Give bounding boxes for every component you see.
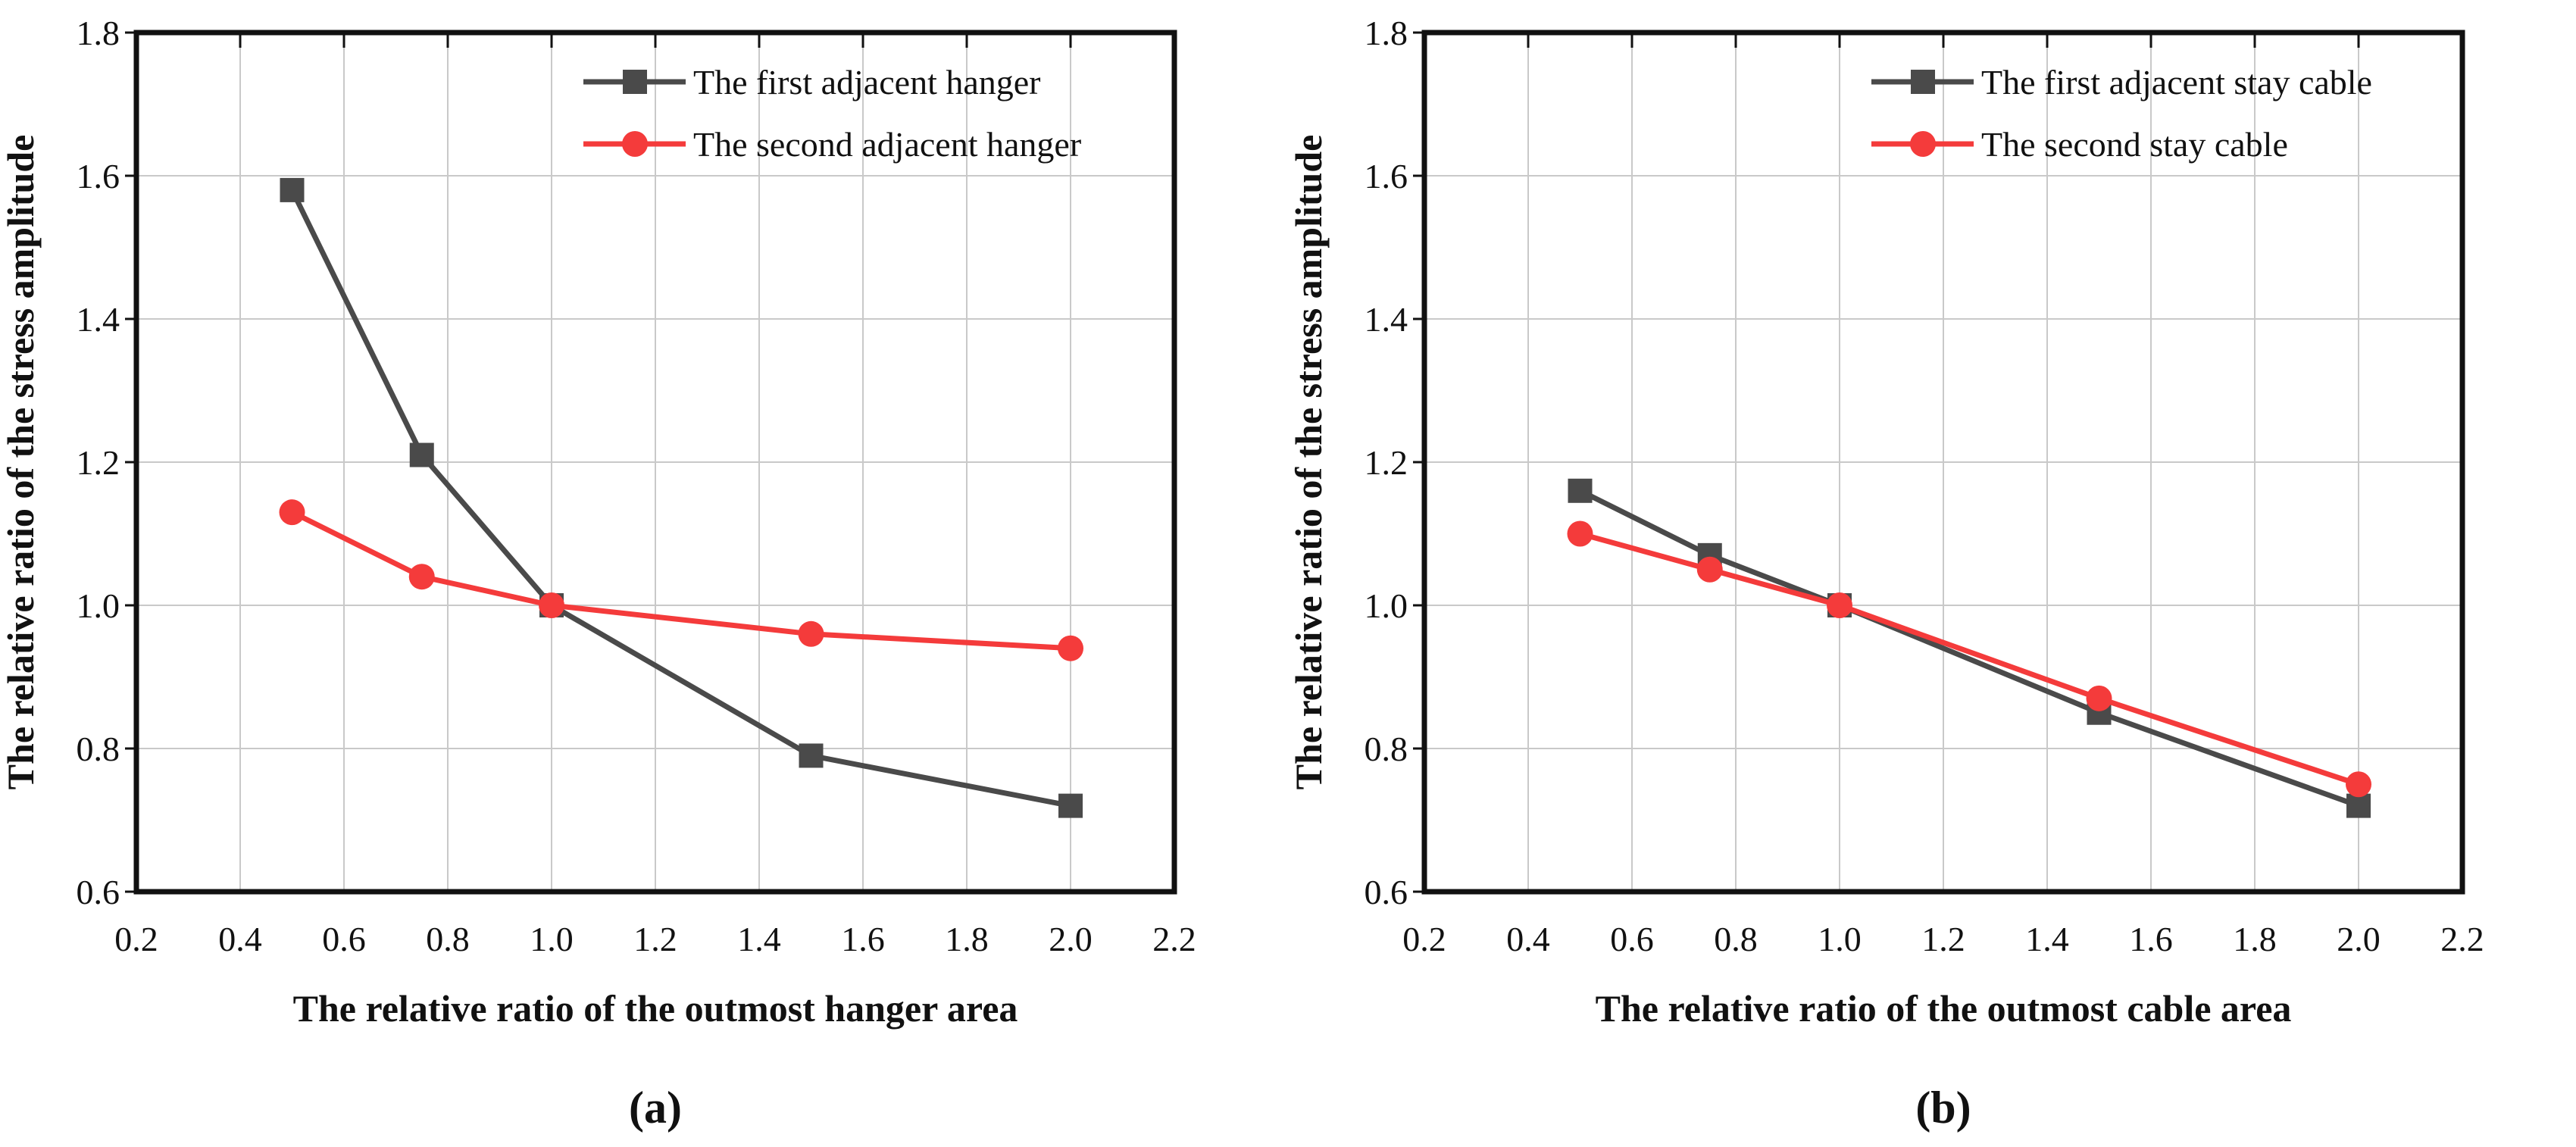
circle-marker (1910, 131, 1936, 157)
circle-marker (408, 564, 435, 590)
circle-marker (1696, 556, 1723, 583)
legend: The first adjacent hanger The second adja… (583, 63, 1081, 164)
x-tick-label: 0.6 (322, 920, 366, 958)
x-tick-label: 1.2 (1921, 920, 1965, 958)
tick-labels: 0.2 0.4 0.6 0.8 1.0 1.2 1.4 1.6 1.8 2.0 2.2 0.6 0.8 1… (1365, 14, 2484, 958)
square-marker (623, 70, 647, 94)
series-second (279, 499, 1083, 661)
square-marker (280, 177, 305, 202)
y-axis-title: The relative ratio of the stress amplitu… (0, 135, 42, 790)
circle-marker (622, 131, 648, 157)
legend-label: The first adjacent stay cable (1981, 63, 2372, 102)
x-tick-label: 0.6 (1610, 920, 1654, 958)
x-tick-label: 1.4 (2025, 920, 2069, 958)
y-tick-label: 1.2 (1365, 443, 1408, 482)
x-tick-label: 1.6 (2129, 920, 2173, 958)
x-tick-label: 0.8 (1714, 920, 1758, 958)
circle-marker (2346, 771, 2371, 798)
series-line (1578, 488, 2360, 808)
x-tick-label: 2.0 (1049, 920, 1093, 958)
y-tick-label: 1.6 (1365, 157, 1408, 195)
x-tick-label: 1.4 (737, 920, 781, 958)
gridlines (136, 33, 1174, 892)
tick-labels: 0.2 0.4 0.6 0.8 1.0 1.2 1.4 1.6 1.8 2.0 2.2 0.6 0.8 1… (77, 14, 1196, 958)
axis-ticks (1413, 31, 2360, 893)
y-tick-label: 1.6 (77, 157, 120, 195)
y-axis-title: The relative ratio of the stress amplitu… (1288, 135, 1330, 790)
series-line (289, 189, 1071, 809)
x-tick-label: 0.4 (1506, 920, 1550, 958)
y-tick-label: 0.6 (77, 873, 120, 911)
y-tick-label: 0.8 (1365, 730, 1408, 768)
y-tick-label: 1.4 (77, 300, 120, 339)
x-tick-label: 0.8 (426, 920, 470, 958)
panel-caption: (b) (1915, 1083, 1971, 1133)
x-tick-label: 0.2 (1402, 920, 1446, 958)
x-tick-label: 1.0 (530, 920, 574, 958)
circle-marker (2086, 685, 2112, 711)
axis-ticks (125, 31, 1072, 893)
legend-entry: The first adjacent hanger (583, 63, 1041, 102)
y-tick-label: 0.8 (77, 730, 120, 768)
chart-a-canvas: 0.2 0.4 0.6 0.8 1.0 1.2 1.4 1.6 1.8 2.0 2.2 0.6 0.8 1… (0, 14, 1196, 1133)
circle-marker (798, 620, 824, 647)
square-marker (409, 442, 434, 467)
circle-marker (1827, 592, 1852, 618)
chart-panel-a: 0.2 0.4 0.6 0.8 1.0 1.2 1.4 1.6 1.8 2.0 2.2 0.6 0.8 1… (0, 14, 1196, 1133)
y-tick-label: 1.0 (1365, 586, 1408, 625)
x-tick-label: 1.6 (841, 920, 885, 958)
x-tick-label: 1.8 (945, 920, 989, 958)
legend: The first adjacent stay cable The second … (1871, 63, 2372, 164)
square-marker (799, 743, 824, 768)
series-line (290, 510, 1071, 652)
x-tick-label: 0.2 (114, 920, 158, 958)
x-tick-label: 2.0 (2337, 920, 2381, 958)
square-marker (1911, 70, 1935, 94)
plot-frame (133, 30, 1177, 895)
x-tick-label: 1.0 (1818, 920, 1862, 958)
circle-marker (1567, 520, 1593, 547)
circle-marker (279, 499, 305, 526)
series-first (1568, 478, 2371, 818)
x-tick-label: 1.8 (2233, 920, 2277, 958)
legend-label: The second stay cable (1981, 125, 2288, 164)
x-tick-label: 1.2 (633, 920, 677, 958)
y-tick-label: 1.0 (77, 586, 120, 625)
y-tick-label: 1.8 (77, 14, 120, 52)
x-tick-label: 0.4 (218, 920, 262, 958)
gridlines (1424, 33, 2462, 892)
plot-frame (1421, 30, 2465, 895)
series-second (1567, 520, 2371, 798)
circle-marker (1058, 635, 1083, 661)
legend-entry: The second stay cable (1871, 125, 2288, 164)
legend-label: The first adjacent hanger (693, 63, 1041, 102)
square-marker (2346, 793, 2371, 818)
legend-entry: The second adjacent hanger (583, 125, 1081, 164)
y-tick-label: 0.6 (1365, 873, 1408, 911)
legend-label: The second adjacent hanger (693, 125, 1081, 164)
x-tick-label: 2.2 (1152, 920, 1196, 958)
x-tick-label: 2.2 (2440, 920, 2484, 958)
square-marker (1568, 478, 1593, 503)
legend-entry: The first adjacent stay cable (1871, 63, 2372, 102)
x-axis-title: The relative ratio of the outmost hanger… (293, 987, 1018, 1030)
panel-caption: (a) (629, 1083, 682, 1133)
y-tick-label: 1.4 (1365, 300, 1408, 339)
y-tick-label: 1.2 (77, 443, 120, 482)
y-tick-label: 1.8 (1365, 14, 1408, 52)
chart-b-canvas: 0.2 0.4 0.6 0.8 1.0 1.2 1.4 1.6 1.8 2.0 2.2 0.6 0.8 1… (1288, 14, 2484, 1133)
x-axis-title: The relative ratio of the outmost cable … (1596, 987, 2292, 1030)
series-first (280, 177, 1083, 818)
chart-panel-b: 0.2 0.4 0.6 0.8 1.0 1.2 1.4 1.6 1.8 2.0 2.2 0.6 0.8 1… (1288, 0, 2576, 1147)
circle-marker (539, 592, 564, 618)
square-marker (1058, 793, 1083, 818)
